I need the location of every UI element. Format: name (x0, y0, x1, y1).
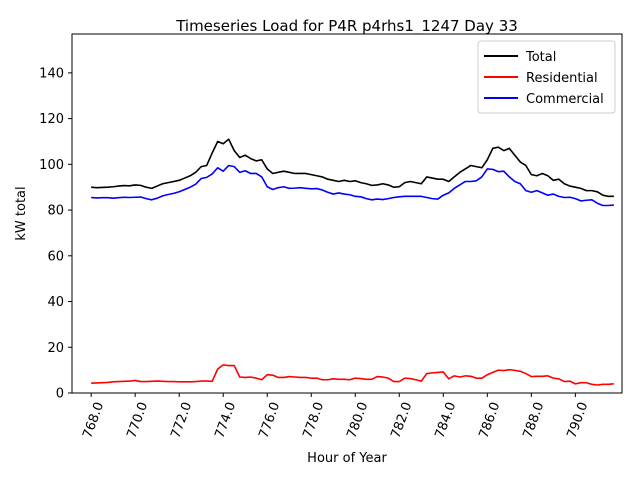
y-tick-label: 20 (47, 341, 64, 356)
x-axis: 768.0 770.0 772.0 774.0 776.0 778.0 780.0 782.0… (80, 393, 591, 440)
series-line-residential (91, 364, 614, 386)
x-tick-label: 774.0 (212, 400, 239, 440)
legend-box (477, 40, 616, 114)
y-axis-label: kW total (14, 186, 29, 240)
y-tick-label: 80 (47, 204, 64, 219)
x-tick-label: 782.0 (388, 400, 415, 440)
series-line-total (91, 138, 614, 198)
y-tick-label: 140 (39, 66, 64, 81)
series-line-commercial (91, 164, 614, 207)
y-tick-label: 60 (47, 249, 64, 264)
x-tick-label: 778.0 (300, 400, 327, 440)
plot-lines (91, 138, 614, 386)
legend-label-commercial: Commercial (526, 92, 604, 107)
legend-label-total: Total (525, 50, 556, 65)
x-tick-label: 768.0 (80, 400, 107, 440)
x-tick-label: 780.0 (344, 400, 371, 440)
y-tick-label: 120 (39, 112, 64, 127)
y-tick-label: 0 (56, 387, 64, 402)
x-tick-label: 786.0 (477, 400, 504, 440)
legend-label-residential: Residential (526, 71, 598, 86)
x-tick-label: 776.0 (256, 400, 283, 440)
y-tick-label: 40 (47, 295, 64, 310)
x-tick-label: 772.0 (168, 400, 195, 440)
x-tick-label: 790.0 (565, 400, 592, 440)
plot-frame (71, 33, 623, 394)
x-tick-label: 788.0 (521, 400, 548, 440)
y-tick-label: 100 (39, 158, 64, 173)
x-tick-label: 770.0 (124, 400, 151, 440)
y-axis: 0 20 40 60 80 100 120 140 (39, 66, 72, 402)
legend: Total Residential Commercial (477, 40, 616, 114)
chart-title: Timeseries Load for P4R p4rhs1_1247 Day … (175, 17, 518, 36)
x-axis-label: Hour of Year (307, 451, 387, 466)
x-tick-label: 784.0 (432, 400, 459, 440)
